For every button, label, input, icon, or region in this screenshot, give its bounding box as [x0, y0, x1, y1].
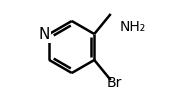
- Text: Br: Br: [107, 77, 122, 91]
- Text: N: N: [38, 27, 49, 41]
- Text: NH₂: NH₂: [120, 20, 146, 34]
